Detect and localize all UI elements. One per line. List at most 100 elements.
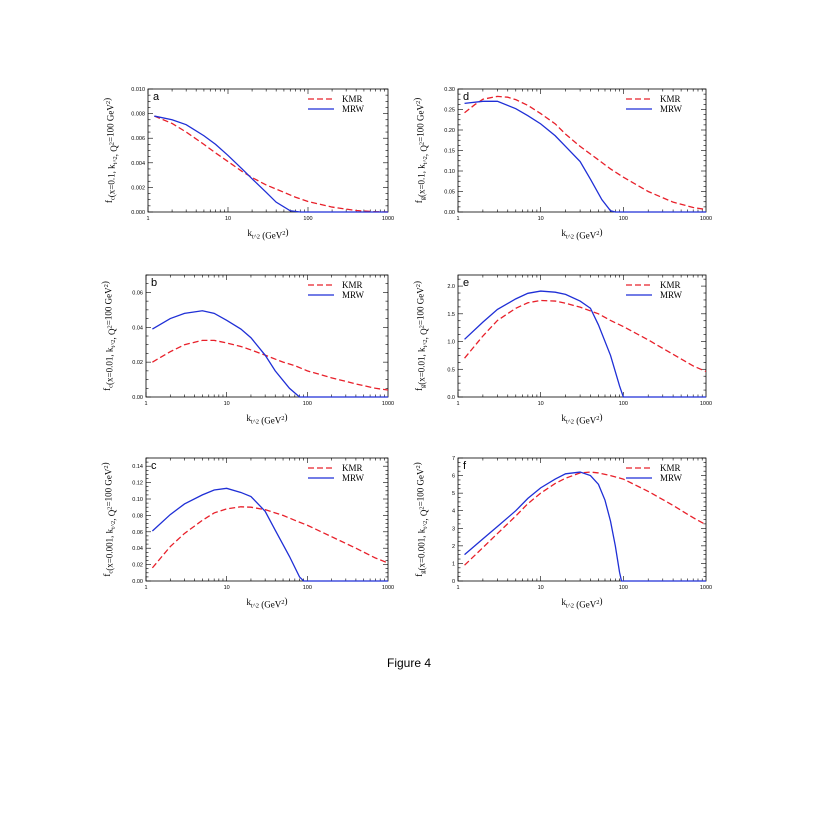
series-line-mrw — [464, 471, 706, 582]
y-tick-label: 6 — [452, 474, 455, 480]
x-tick-label: 1 — [456, 216, 459, 222]
y-tick-label: 0.25 — [444, 108, 455, 114]
legend-label-kmr: KMR — [660, 463, 681, 473]
x-tick-label: 10 — [538, 585, 544, 591]
y-tick-label: 0.00 — [132, 395, 143, 401]
legend-label-kmr: KMR — [660, 280, 681, 290]
y-tick-label: 0.002 — [131, 185, 145, 191]
series-line-kmr — [151, 506, 389, 569]
panel-letter: b — [151, 277, 157, 289]
x-tick-label: 1 — [144, 585, 147, 591]
x-tick-label: 100 — [619, 216, 628, 222]
x-axis-label: kt^2 (GeV2) — [246, 596, 287, 610]
y-tick-label: 0.00 — [132, 579, 143, 585]
series-line-kmr — [152, 339, 389, 391]
y-tick-label: 0.15 — [444, 149, 455, 155]
y-tick-label: 0.02 — [132, 563, 143, 569]
y-tick-label: 1 — [452, 561, 455, 567]
y-tick-label: 0.04 — [132, 325, 143, 331]
y-tick-label: 0 — [452, 579, 455, 585]
x-tick-label: 1000 — [382, 585, 394, 591]
x-tick-label: 1 — [144, 401, 147, 407]
y-tick-label: 0.010 — [131, 87, 145, 93]
series-line-mrw — [152, 310, 388, 398]
legend-label-mrw: MRW — [342, 473, 365, 483]
y-tick-label: 0.008 — [131, 112, 145, 118]
legend-label-mrw: MRW — [342, 104, 365, 114]
x-tick-label: 1 — [456, 401, 459, 407]
y-tick-label: 0.00 — [444, 210, 455, 216]
x-tick-label: 10 — [538, 401, 544, 407]
panel-letter: f — [463, 460, 467, 472]
y-tick-label: 0.10 — [132, 497, 143, 503]
chart-panel-c: 1 10 100 1000 0.00 0.02 0.04 0.06 0.08 0.10 0.12 0.… — [100, 457, 394, 610]
x-tick-label: 1000 — [382, 216, 394, 222]
x-axis-label: kt^2 (GeV2) — [247, 227, 288, 241]
x-axis-label: kt^2 (GeV2) — [561, 227, 602, 241]
series-line-mrw — [464, 290, 706, 398]
y-tick-label: 0.14 — [132, 464, 143, 470]
series-line-kmr — [464, 299, 707, 373]
y-axis-label: fg(x=0.01, kt^2, Q2=100 GeV2) — [412, 281, 429, 391]
x-tick-label: 1 — [146, 216, 149, 222]
y-tick-label: 0.30 — [444, 87, 455, 93]
x-tick-label: 100 — [303, 401, 312, 407]
y-axis-label: fc(x=0.01, kt^2, Q2=100 GeV2) — [100, 281, 117, 391]
x-axis-label: kt^2 (GeV2) — [561, 596, 602, 610]
x-axis-label: kt^2 (GeV2) — [561, 412, 602, 426]
legend-label-kmr: KMR — [342, 463, 363, 473]
y-tick-label: 2.0 — [447, 284, 455, 290]
y-tick-label: 0.04 — [132, 546, 143, 552]
y-axis-label: fc(x=0.1, kt^2, Q2=100 GeV2) — [102, 98, 119, 203]
y-tick-label: 0.5 — [447, 367, 455, 373]
series-line-mrw — [464, 100, 706, 213]
x-tick-label: 1 — [456, 585, 459, 591]
y-tick-label: 0.0 — [447, 395, 455, 401]
legend-label-mrw: MRW — [660, 104, 683, 114]
y-axis-label: fc(x=0.001, kt^2, Q2=100 GeV2) — [100, 462, 117, 576]
y-axis-label: fg(x=0.001, kt^2, Q2=100 GeV2) — [412, 462, 429, 577]
y-tick-label: 3 — [452, 526, 455, 532]
legend-label-kmr: KMR — [342, 280, 363, 290]
x-tick-label: 1000 — [700, 585, 712, 591]
y-tick-label: 0.004 — [131, 161, 145, 167]
panel-letter: c — [151, 460, 157, 472]
y-tick-label: 1.0 — [447, 340, 455, 346]
series-line-kmr — [464, 95, 707, 211]
x-tick-label: 10 — [224, 401, 230, 407]
chart-panel-d: 1 10 100 1000 0.00 0.05 0.10 0.15 0.20 0.25 0.30 kt… — [412, 87, 712, 241]
series-line-mrw — [151, 487, 388, 582]
y-tick-label: 0.10 — [444, 169, 455, 175]
y-tick-label: 2 — [452, 544, 455, 550]
y-tick-label: 7 — [452, 456, 455, 462]
y-tick-label: 5 — [452, 491, 455, 497]
x-tick-label: 10 — [224, 585, 230, 591]
series-line-kmr — [154, 115, 389, 213]
chart-panel-a: 1 10 100 1000 0.000 0.002 0.004 0.006 0.008 0.010… — [102, 87, 394, 241]
y-tick-label: 0.06 — [132, 290, 143, 296]
x-tick-label: 100 — [303, 585, 312, 591]
y-tick-label: 0.006 — [131, 136, 145, 142]
series-line-mrw — [154, 115, 388, 213]
x-tick-label: 10 — [538, 216, 544, 222]
chart-panel-b: 1 10 100 1000 0.00 0.02 0.04 0.06 kt^2 (GeV2) fc(… — [100, 274, 394, 426]
legend-label-mrw: MRW — [342, 290, 365, 300]
chart-panel-e: 1 10 100 1000 0.0 0.5 1.0 1.5 2.0 kt^2 (GeV2) fg(x… — [412, 274, 712, 426]
panel-letter: a — [153, 91, 160, 103]
y-tick-label: 0.02 — [132, 360, 143, 366]
panel-letter: e — [463, 277, 469, 289]
y-tick-label: 0.06 — [132, 530, 143, 536]
y-axis-label: fg(x=0.1, kt^2, Q2=100 GeV2) — [412, 98, 429, 204]
x-tick-label: 1000 — [700, 216, 712, 222]
x-tick-label: 100 — [303, 216, 312, 222]
legend-label-mrw: MRW — [660, 290, 683, 300]
y-tick-label: 4 — [452, 509, 455, 515]
x-axis-label: kt^2 (GeV2) — [246, 412, 287, 426]
x-tick-label: 1000 — [700, 401, 712, 407]
legend-label-kmr: KMR — [342, 94, 363, 104]
figure-caption: Figure 4 — [386, 656, 432, 670]
series-line-kmr — [464, 471, 707, 566]
y-tick-label: 0.20 — [444, 128, 455, 134]
